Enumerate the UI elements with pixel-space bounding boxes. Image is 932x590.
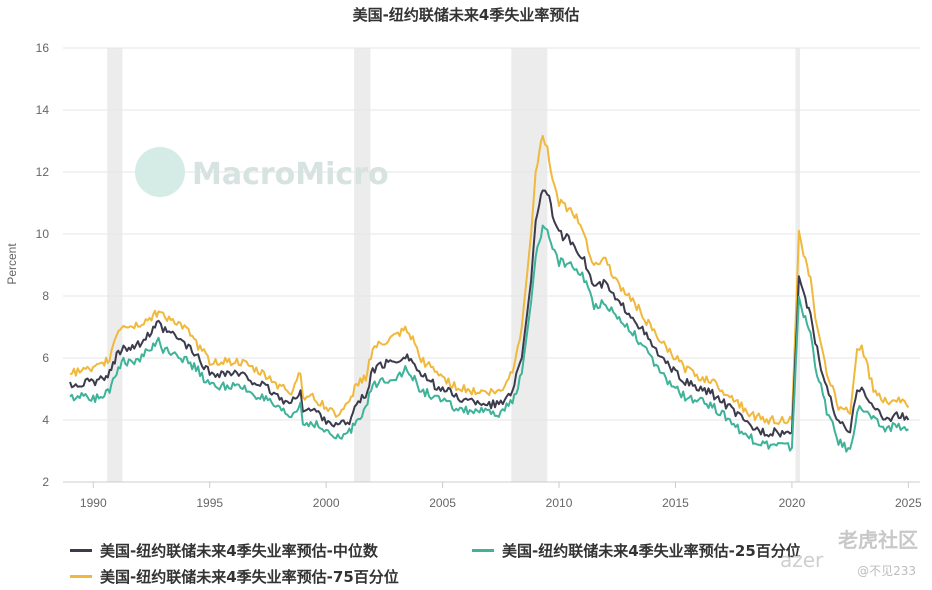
y-tick-label: 12	[36, 165, 50, 179]
x-tick-label: 1995	[196, 496, 223, 510]
legend-swatch	[70, 575, 92, 578]
macromicro-watermark: MacroMicro	[135, 147, 389, 197]
legend-swatch	[472, 549, 494, 552]
overlay-watermark: azer	[780, 548, 824, 572]
legend-label: 美国-纽约联储未来4季失业率预估-25百分位	[502, 542, 801, 560]
y-tick-label: 10	[36, 227, 50, 241]
macromicro-logo-icon	[135, 147, 185, 197]
recession-bands	[107, 48, 801, 482]
y-tick-label: 14	[36, 103, 50, 117]
legend-item-median[interactable]: 美国-纽约联储未来4季失业率预估-中位数	[70, 540, 378, 561]
x-tick-label: 2015	[662, 496, 689, 510]
x-axis: 1990 1995 2000 2005 2010 2015 2020 2025	[63, 481, 922, 510]
x-tick-label: 2020	[779, 496, 806, 510]
y-tick-label: 2	[42, 475, 49, 489]
legend-item-25pct[interactable]: 美国-纽约联储未来4季失业率预估-25百分位	[472, 540, 801, 561]
chart-title: 美国-纽约联储未来4季失业率预估	[353, 6, 580, 24]
legend-label: 美国-纽约联储未来4季失业率预估-中位数	[100, 542, 378, 560]
corner-watermark-user: @不见233	[857, 564, 916, 578]
x-tick-label: 2005	[429, 496, 456, 510]
x-tick-label: 2010	[546, 496, 573, 510]
y-axis: 2 4 6 8 10 12 14 16	[36, 41, 50, 489]
recession-band	[511, 48, 548, 482]
series-line-1	[69, 224, 909, 453]
legend-label: 美国-纽约联储未来4季失业率预估-75百分位	[100, 568, 399, 586]
y-tick-label: 4	[42, 413, 49, 427]
x-tick-label: 2025	[895, 496, 922, 510]
legend-item-75pct[interactable]: 美国-纽约联储未来4季失业率预估-75百分位	[70, 566, 399, 587]
y-tick-label: 8	[42, 289, 49, 303]
y-tick-label: 16	[36, 41, 50, 55]
series-line-0	[69, 189, 910, 438]
y-axis-label: Percent	[5, 243, 19, 285]
x-tick-label: 1990	[80, 496, 107, 510]
corner-watermark: 老虎社区	[838, 528, 918, 552]
series-lines	[69, 134, 910, 453]
series-line-2	[69, 134, 910, 425]
recession-band	[107, 48, 123, 482]
watermark-text: MacroMicro	[192, 157, 389, 192]
legend-swatch	[70, 549, 92, 552]
x-tick-label: 2000	[313, 496, 340, 510]
y-tick-label: 6	[42, 351, 49, 365]
